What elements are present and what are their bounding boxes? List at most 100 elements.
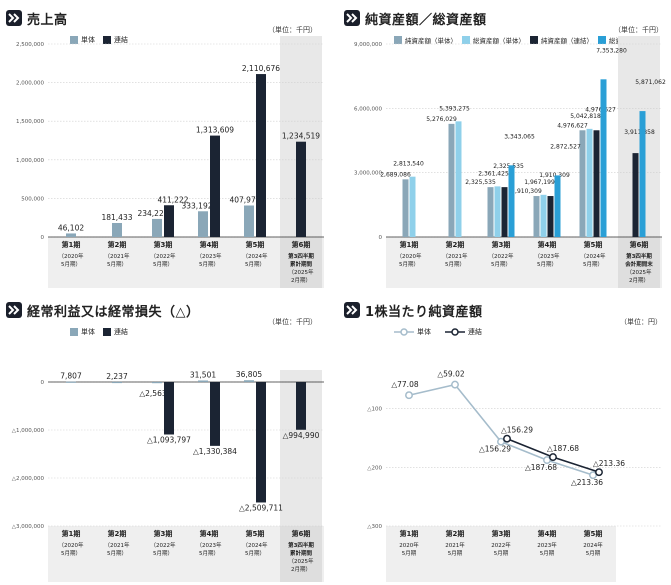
category-strip: [48, 237, 324, 288]
bar: [296, 141, 306, 237]
sales-legend: 単体 連結: [70, 35, 128, 45]
data-label: 3,343,065: [504, 133, 535, 140]
category-label: 5月期）: [445, 261, 465, 268]
category-label: （2023年: [197, 252, 222, 260]
data-label: 1,234,519: [282, 132, 320, 141]
category-label: （2020年: [59, 541, 84, 549]
data-label: 31,501: [190, 370, 216, 379]
data-label: 5,393,275: [439, 105, 470, 112]
data-label: 1,967,199: [524, 179, 555, 186]
data-label: 5,042,818: [570, 113, 601, 120]
category-label: 5月期）: [61, 261, 81, 268]
bar: [296, 382, 306, 430]
category-label: （2025年: [289, 268, 314, 276]
bar: [256, 382, 266, 503]
bar: [244, 380, 254, 382]
category-label: 第2期: [446, 529, 465, 538]
y-tick-label: 0: [379, 235, 383, 241]
category-strip-last: [280, 237, 322, 288]
data-label: 7,353,280: [596, 47, 627, 54]
y-tick-label: 0: [41, 380, 45, 386]
category-label: 第1期: [400, 240, 419, 249]
data-point: [549, 453, 557, 462]
category-label: 5月期）: [245, 550, 265, 557]
legend-line-consol-icon: [445, 328, 465, 336]
category-label: 2月期）: [629, 277, 649, 284]
category-label: （2021年: [105, 252, 130, 260]
bar: [494, 186, 501, 237]
data-label: △59.02: [437, 370, 464, 379]
data-label: 1,910,309: [511, 188, 542, 195]
bar: [164, 382, 174, 435]
category-strip: [386, 526, 616, 582]
legend-item-consol: 連結: [445, 327, 482, 337]
data-label: △77.08: [391, 380, 418, 389]
bar: [164, 205, 174, 237]
net-assets-title: 純資産額／総資産額: [344, 8, 487, 28]
category-label: 5月期）: [61, 550, 81, 557]
data-point: [497, 437, 505, 446]
data-label: △213.36: [571, 478, 603, 487]
category-label: （2025年: [289, 557, 314, 565]
data-label: △1,093,797: [147, 436, 191, 445]
net-assets-unit: （単位：千円）: [614, 26, 663, 34]
category-label: 2020年: [399, 541, 419, 549]
bar: [244, 205, 254, 237]
legend-line-single-icon: [394, 328, 414, 336]
data-label: △187.68: [525, 463, 557, 472]
data-label: 46,102: [58, 223, 84, 232]
per-share-legend: 単体 連結: [394, 327, 482, 337]
ordinary-unit: （単位：千円）: [268, 318, 317, 326]
bar: [600, 79, 607, 238]
bar: [508, 165, 515, 237]
category-label: 5月期: [586, 550, 601, 557]
legend-item-single: 単体: [70, 327, 95, 337]
bar: [455, 121, 462, 237]
data-point: [405, 391, 413, 400]
category-label: （2024年: [243, 541, 268, 549]
legend-item-total-single: 総資産額（単体）: [462, 35, 525, 45]
bar: [210, 135, 220, 237]
data-label: 2,237: [106, 372, 128, 381]
category-label: （2020年: [59, 252, 84, 260]
per-share-title: 1株当たり純資産額: [344, 300, 483, 320]
ordinary-panel: 経常利益又は経常損失（△） （単位：千円） 単体 連結 0 △1,000,000 △…: [6, 300, 326, 582]
data-label: 7,807: [60, 372, 82, 381]
sales-unit: （単位：千円）: [268, 26, 317, 34]
double-chevron-icon: [344, 302, 360, 318]
per-share-panel: 1株当たり純資産額 （単位：円） 単体 連結 △100 △200 △300 第1期 20…: [344, 300, 666, 582]
y-tick-label: 500,000: [21, 196, 44, 202]
legend-item-consol: 連結: [103, 35, 128, 45]
bar: [632, 153, 639, 237]
y-tick-label: 2,000,000: [16, 81, 44, 87]
category-label: （2022年: [151, 541, 176, 549]
data-point: [451, 380, 459, 389]
category-label: 第2期: [108, 240, 127, 249]
category-label: 5月期）: [583, 261, 603, 268]
bar: [256, 74, 266, 237]
data-label: △156.29: [479, 445, 511, 454]
category-strip-last: [280, 526, 322, 582]
data-label: 36,805: [236, 370, 262, 379]
y-tick-label: 9,000,000: [354, 42, 382, 48]
data-point: [589, 471, 597, 480]
category-label: 第1期: [62, 240, 81, 249]
y-tick-label: 6,000,000: [354, 106, 382, 112]
category-label: 5月期）: [491, 261, 511, 268]
bar: [66, 381, 76, 383]
y-tick-label: 2,500,000: [16, 42, 44, 48]
category-label: （2024年: [243, 252, 268, 260]
data-label: 411,222: [157, 195, 188, 204]
category-label: 第5期: [584, 529, 603, 538]
category-label: （2023年: [197, 541, 222, 549]
category-label: 第1期: [400, 529, 419, 538]
category-label: 第6期: [292, 240, 311, 249]
data-label: 5,871,062: [635, 79, 666, 86]
bar: [409, 176, 416, 237]
category-label: （2025年: [627, 268, 652, 276]
data-label: 333,192: [181, 201, 212, 210]
y-tick-label: △200: [367, 465, 382, 471]
bar: [554, 175, 561, 237]
category-label: 5月期）: [199, 261, 219, 268]
data-point: [503, 434, 511, 443]
